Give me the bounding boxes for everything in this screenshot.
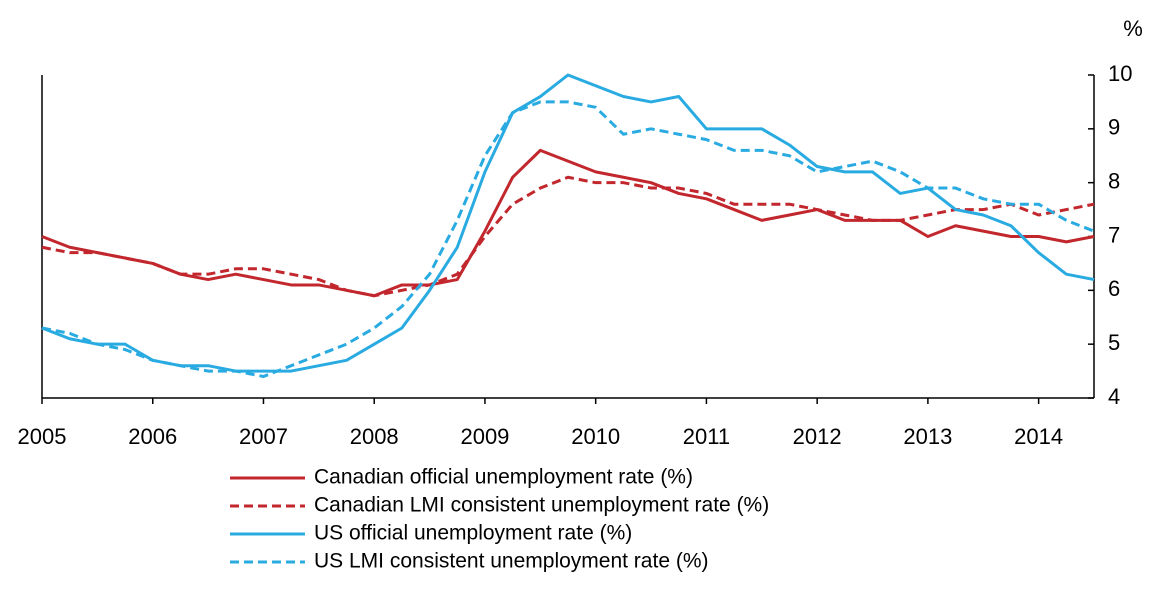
y-tick-label: 6: [1108, 276, 1120, 301]
x-tick-label: 2006: [128, 424, 177, 449]
y-tick-label: 8: [1108, 168, 1120, 193]
legend-label: US official unemployment rate (%): [314, 522, 632, 545]
x-tick-label: 2008: [350, 424, 399, 449]
x-tick-label: 2009: [460, 424, 509, 449]
y-unit: %: [1123, 16, 1143, 41]
x-tick-label: 2011: [683, 424, 730, 449]
x-tick-label: 2014: [1014, 424, 1063, 449]
x-tick-label: 2010: [571, 424, 620, 449]
legend-label: US LMI consistent unemployment rate (%): [314, 550, 709, 573]
x-tick-label: 2013: [903, 424, 952, 449]
x-tick-label: 2007: [239, 424, 288, 449]
y-tick-label: 7: [1108, 222, 1120, 247]
y-tick-label: 10: [1108, 61, 1132, 86]
series-line: [41, 73, 1095, 373]
series-line: [41, 100, 1095, 378]
y-tick-label: 5: [1108, 330, 1120, 355]
series-line: [41, 175, 1095, 298]
series-line: [41, 148, 1095, 298]
legend-label: Canadian official unemployment rate (%): [314, 466, 693, 489]
y-tick-label: 9: [1108, 115, 1120, 140]
x-tick-label: 2012: [793, 424, 842, 449]
legend-label: Canadian LMI consistent unemployment rat…: [314, 494, 769, 517]
x-tick-label: 2005: [18, 424, 67, 449]
y-tick-label: 4: [1108, 384, 1120, 409]
